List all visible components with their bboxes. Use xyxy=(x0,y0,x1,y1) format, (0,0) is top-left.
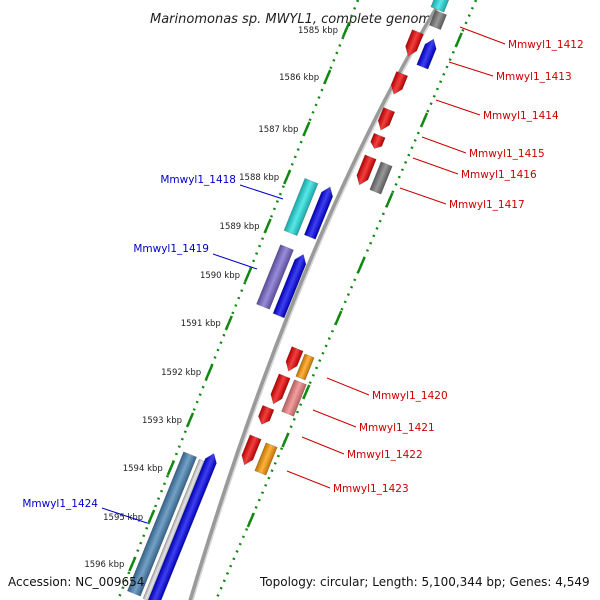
label-mmwyl1-1420-leader xyxy=(326,377,370,396)
label-mmwyl1-1422: Mmwyl1_1422 xyxy=(347,449,423,461)
kbp-tick-mark xyxy=(263,218,272,234)
label-mmwyl1-1423: Mmwyl1_1423 xyxy=(333,483,409,495)
genome-summary-text: Topology: circular; Length: 5,100,344 bp… xyxy=(260,575,590,589)
label-mmwyl1-1414: Mmwyl1_1414 xyxy=(483,110,559,122)
label-leader-group: Mmwyl1_1412 Mmwyl1_1413 Mmwyl1_1414 Mmwyl1_… xyxy=(22,26,584,524)
label-mmwyl1-1424-leader xyxy=(101,507,148,524)
gene-arrow-mmwyl1-1421a xyxy=(270,373,291,405)
gene-block-mmwyl1-1423 xyxy=(254,442,278,476)
gene-block-mmwyl1-1418 xyxy=(283,178,319,236)
kbp-tick-mark xyxy=(128,556,137,572)
gene-block-mmwyl1-1417 xyxy=(369,161,393,195)
minor-tick-mark xyxy=(385,192,394,208)
gene-arrow-mmwyl1-1422 xyxy=(241,434,262,466)
label-mmwyl1-1413-leader xyxy=(448,61,494,77)
label-mmwyl1-1412-leader xyxy=(459,26,506,45)
kbp-tick-label: 1590 kbp xyxy=(200,271,240,281)
label-mmwyl1-1415: Mmwyl1_1415 xyxy=(469,148,545,160)
gene-block-mmwyl1-1412-cyan xyxy=(430,0,450,13)
gene-group xyxy=(127,0,450,600)
gene-arrow-mmwyl1-1415 xyxy=(370,132,386,149)
accession-text: Accession: NC_009654 xyxy=(8,575,145,589)
kbp-tick-mark xyxy=(166,460,175,476)
kbp-tick-label: 1588 kbp xyxy=(239,173,279,183)
kbp-tick-mark xyxy=(185,412,195,428)
gene-arrow-mmwyl1-1420 xyxy=(285,346,304,372)
minor-tick-mark xyxy=(334,310,343,326)
gene-arrow-mmwyl1-1416 xyxy=(356,154,377,186)
right-guide-line xyxy=(214,0,478,600)
kbp-tick-mark xyxy=(147,509,156,525)
label-mmwyl1-1418-leader xyxy=(239,184,284,200)
genome-backbone xyxy=(188,0,445,600)
kbp-tick-mark xyxy=(302,121,311,137)
label-mmwyl1-1414-leader xyxy=(435,99,481,116)
kbp-tick-mark xyxy=(323,69,332,85)
label-mmwyl1-1412: Mmwyl1_1412 xyxy=(508,39,584,51)
label-mmwyl1-1418: Mmwyl1_1418 xyxy=(160,174,236,186)
minor-tick-mark xyxy=(281,432,290,448)
kbp-tick-label: 1591 kbp xyxy=(181,319,221,329)
kbp-tick-label: 1592 kbp xyxy=(161,368,201,378)
label-mmwyl1-1421-leader xyxy=(312,409,357,428)
kbp-tick-mark xyxy=(341,22,351,38)
gene-block-mmwyl1-1421 xyxy=(281,379,307,417)
label-mmwyl1-1417-leader xyxy=(399,187,447,205)
label-mmwyl1-1415-leader xyxy=(421,136,467,154)
gene-block-orange-upper xyxy=(295,353,315,381)
label-mmwyl1-1413: Mmwyl1_1413 xyxy=(496,71,572,83)
minor-tick-mark xyxy=(302,384,311,400)
gene-arrow-mmwyl1-1414 xyxy=(377,107,396,131)
label-mmwyl1-1424: Mmwyl1_1424 xyxy=(22,498,98,510)
kbp-tick-group: 1585 kbp 1586 kbp 1587 kbp 1588 kbp 1589 kbp… xyxy=(84,22,463,572)
gene-block-light-strip xyxy=(142,458,206,600)
kbp-tick-mark xyxy=(205,364,214,380)
label-mmwyl1-1416-leader xyxy=(412,157,459,175)
kbp-tick-label: 1586 kbp xyxy=(279,73,319,83)
gene-block-gray-top xyxy=(429,9,447,31)
kbp-tick-label: 1593 kbp xyxy=(142,416,182,426)
gene-arrow-blue-2 xyxy=(272,253,307,319)
kbp-tick-mark xyxy=(243,267,253,283)
gene-arrow-blue-3 xyxy=(146,453,217,600)
gene-block-mmwyl1-1424 xyxy=(127,451,197,597)
kbp-tick-mark xyxy=(283,169,292,185)
kbp-tick-label: 1595 kbp xyxy=(103,513,143,523)
label-mmwyl1-1423-leader xyxy=(286,470,331,489)
genome-backbone-highlight xyxy=(192,0,445,600)
gene-arrow-mmwyl1-1421b xyxy=(258,405,275,425)
label-mmwyl1-1419: Mmwyl1_1419 xyxy=(133,243,209,255)
gene-arrow-blue-1 xyxy=(303,186,333,240)
minor-tick-mark xyxy=(454,32,463,48)
kbp-tick-label: 1596 kbp xyxy=(84,560,124,570)
gene-arrow-mmwyl1-1412 xyxy=(405,29,424,57)
label-mmwyl1-1422-leader xyxy=(301,436,345,455)
label-mmwyl1-1420: Mmwyl1_1420 xyxy=(372,390,448,402)
minor-tick-mark xyxy=(246,512,255,528)
kbp-tick-label: 1587 kbp xyxy=(258,125,298,135)
gene-arrow-blue-right xyxy=(416,38,437,70)
minor-tick-mark xyxy=(419,112,429,128)
label-mmwyl1-1416: Mmwyl1_1416 xyxy=(461,169,537,181)
kbp-tick-label: 1594 kbp xyxy=(123,464,163,474)
minor-tick-mark xyxy=(357,257,366,273)
label-mmwyl1-1421: Mmwyl1_1421 xyxy=(359,422,435,434)
gene-block-mmwyl1-1419 xyxy=(256,244,294,310)
kbp-tick-label: 1585 kbp xyxy=(298,26,338,36)
kbp-tick-mark xyxy=(224,315,233,331)
gene-arrow-mmwyl1-1413 xyxy=(390,71,409,95)
label-mmwyl1-1419-leader xyxy=(212,253,258,270)
label-mmwyl1-1417: Mmwyl1_1417 xyxy=(449,199,525,211)
kbp-tick-label: 1589 kbp xyxy=(220,222,260,232)
map-title: Marinomonas sp. MWYL1, complete genome xyxy=(150,12,439,27)
